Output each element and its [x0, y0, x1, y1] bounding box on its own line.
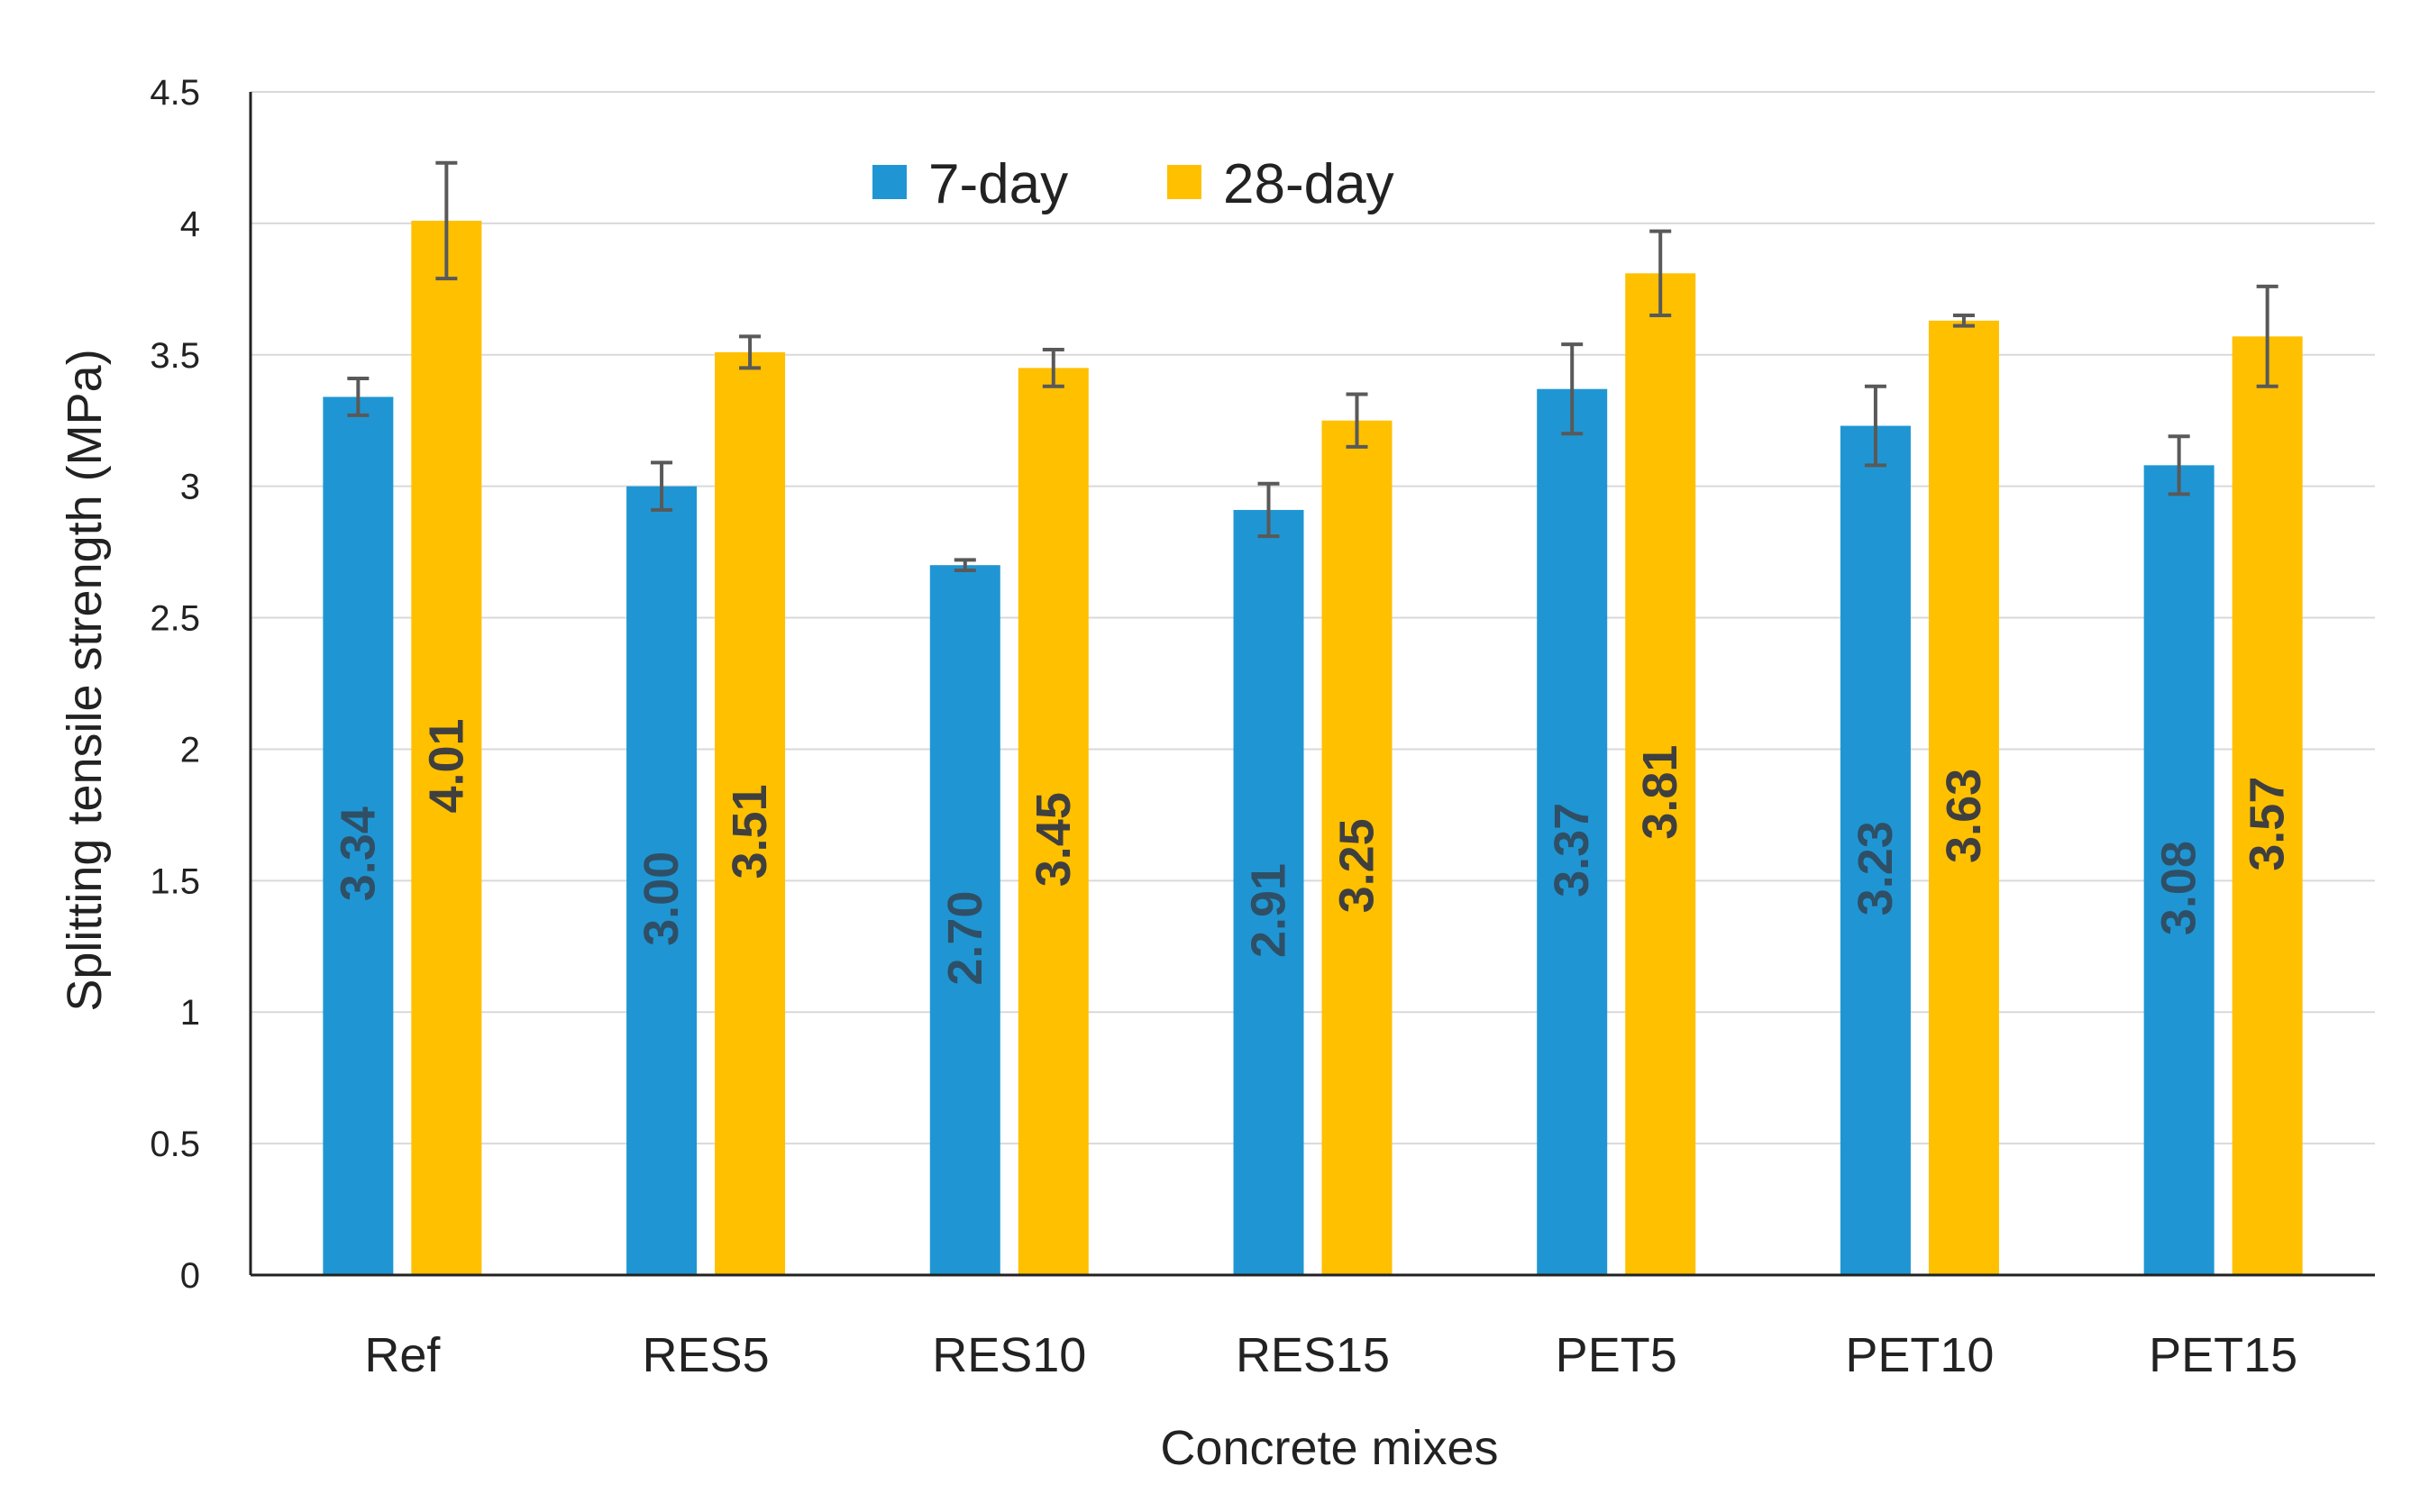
- bar-7-day: [323, 396, 394, 1275]
- bar-7-day: [1537, 388, 1608, 1276]
- y-tick-label: 4: [180, 205, 200, 244]
- x-category-label: RES5: [643, 1328, 770, 1382]
- y-tick-label: 3.5: [150, 336, 200, 376]
- x-category-label: Ref: [364, 1328, 441, 1382]
- y-tick-label: 0.5: [150, 1125, 200, 1164]
- x-axis-title: Concrete mixes: [1160, 1421, 1498, 1475]
- data-label-28-day: 4.01: [419, 718, 473, 813]
- gridlines: [251, 91, 2375, 1145]
- bar-28-day: [2232, 336, 2303, 1276]
- x-category-labels: Ref RES5 RES10 RES15 PET5 PET10 PET15: [364, 1328, 2297, 1382]
- bar-7-day: [2143, 465, 2215, 1275]
- bar-7-day: [1233, 509, 1304, 1275]
- data-label-7-day: 3.08: [2152, 841, 2206, 935]
- y-tick-label: 3: [180, 468, 200, 507]
- data-label-28-day: 3.45: [1027, 792, 1081, 887]
- bars: [323, 220, 2303, 1276]
- y-tick-label: 2.5: [150, 599, 200, 639]
- bar-28-day: [1321, 420, 1393, 1275]
- legend-swatch-28-day: [1167, 165, 1201, 199]
- y-tick-label: 2: [180, 730, 200, 770]
- data-label-7-day: 2.91: [1242, 863, 1296, 958]
- bar-7-day: [626, 486, 698, 1275]
- y-tick-label: 4.5: [150, 73, 200, 113]
- bar-28-day: [1928, 320, 1999, 1275]
- bar-28-day: [1018, 368, 1089, 1275]
- bar-7-day: [1840, 425, 1911, 1276]
- data-label-28-day: 3.63: [1937, 769, 1991, 863]
- bar-28-day: [411, 220, 482, 1276]
- data-label-7-day: 3.00: [635, 852, 689, 946]
- y-tick-label: 1: [180, 993, 200, 1033]
- y-tick-label: 0: [180, 1256, 200, 1296]
- legend-label-28-day: 28-day: [1223, 153, 1394, 215]
- y-axis-title: Splitting tensile strength (MPa): [58, 349, 112, 1011]
- axes: [249, 92, 2375, 1277]
- legend-swatch-7-day: [872, 165, 907, 199]
- bar-7-day: [929, 565, 1000, 1275]
- data-label-28-day: 3.81: [1633, 745, 1687, 840]
- x-category-label: PET15: [2149, 1328, 2297, 1382]
- data-label-7-day: 3.23: [1849, 821, 1903, 915]
- data-label-7-day: 3.37: [1545, 803, 1599, 897]
- y-tick-label: 1.5: [150, 861, 200, 901]
- data-label-28-day: 3.57: [2241, 777, 2295, 871]
- data-label-7-day: 2.70: [938, 891, 992, 986]
- data-label-28-day: 3.51: [723, 784, 777, 879]
- x-category-label: PET5: [1556, 1328, 1677, 1382]
- data-labels: 3.34 4.01 3.00 3.51 2.70 3.45 2.91 3.25 3.37 3.81…: [331, 718, 2294, 985]
- legend: 7-day 28-day: [872, 153, 1394, 215]
- x-category-label: PET10: [1845, 1328, 1994, 1382]
- x-category-label: RES15: [1236, 1328, 1390, 1382]
- legend-label-7-day: 7-day: [928, 153, 1068, 215]
- data-label-7-day: 3.34: [331, 806, 385, 901]
- x-category-label: RES10: [932, 1328, 1086, 1382]
- data-label-28-day: 3.25: [1330, 818, 1384, 913]
- bar-28-day: [715, 351, 786, 1275]
- y-tick-labels: 0 0.5 1 1.5 2 2.5 3 3.5 4 4.5: [150, 73, 200, 1296]
- bar-28-day: [1625, 273, 1696, 1275]
- error-bars: [347, 160, 2278, 573]
